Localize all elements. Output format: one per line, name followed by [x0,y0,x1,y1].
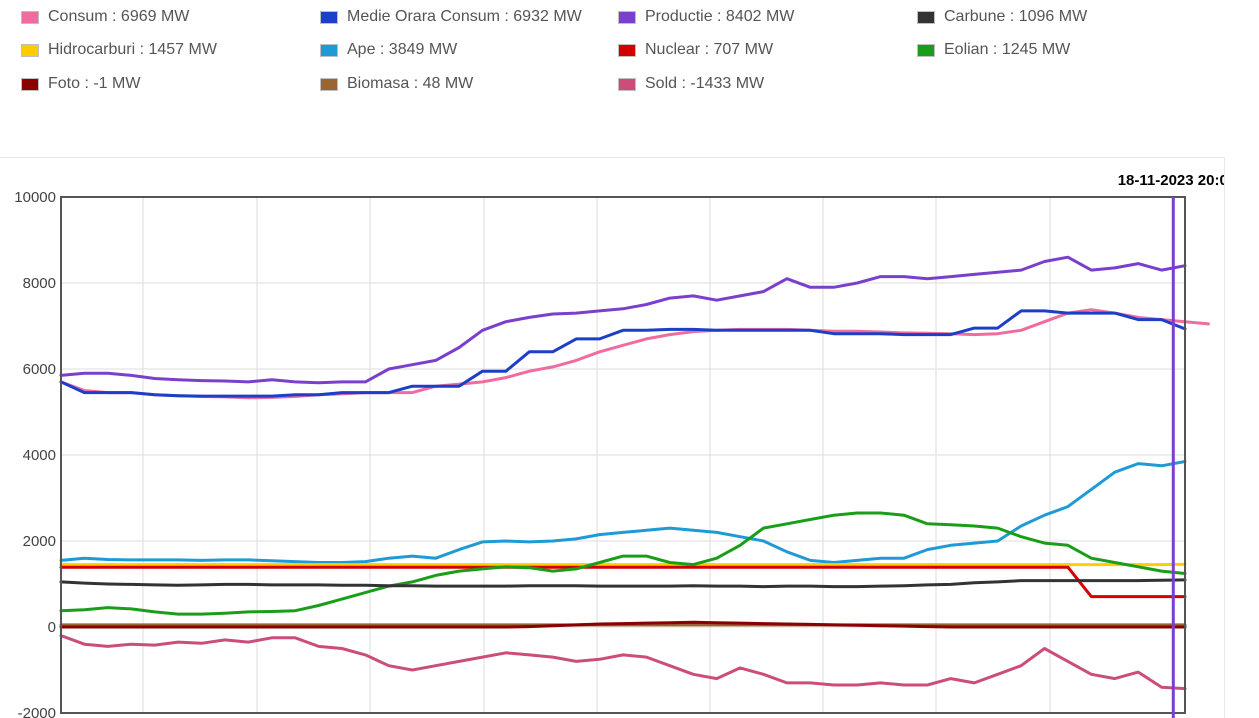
legend-label: Nuclear : 707 MW [645,41,773,59]
legend-item[interactable]: Consum : 6969 MW [0,6,189,28]
series-line-sold [61,636,1185,689]
y-tick-label: 8000 [23,275,56,292]
series-line-consum [61,310,1208,398]
legend-label: Hidrocarburi : 1457 MW [48,41,217,59]
legend-label: Sold : -1433 MW [645,75,764,93]
legend-swatch [21,11,39,24]
y-tick-label: 4000 [23,447,56,464]
legend-label: Foto : -1 MW [48,75,140,93]
legend-swatch [320,44,338,57]
legend-swatch [917,44,935,57]
legend-label: Eolian : 1245 MW [944,41,1070,59]
legend-item[interactable]: Carbune : 1096 MW [896,6,1087,28]
cursor-timestamp: 18-11-2023 20:04:11 [1118,172,1224,189]
y-tick-label: 10000 [14,189,56,206]
series-line-carbune [61,580,1185,587]
legend-item[interactable]: Biomasa : 48 MW [299,73,473,95]
legend-item[interactable]: Productie : 8402 MW [597,6,794,28]
legend-label: Consum : 6969 MW [48,8,189,26]
legend-label: Ape : 3849 MW [347,41,457,59]
legend-swatch [618,44,636,57]
y-tick-label: 2000 [23,533,56,550]
legend-item[interactable]: Hidrocarburi : 1457 MW [0,39,217,61]
legend-item[interactable]: Foto : -1 MW [0,73,140,95]
legend-swatch [618,11,636,24]
y-tick-label: 0 [48,619,56,636]
legend-label: Medie Orara Consum : 6932 MW [347,8,582,26]
legend-label: Biomasa : 48 MW [347,75,473,93]
series-line-medie-orara-consum [61,311,1185,396]
legend-item[interactable]: Ape : 3849 MW [299,39,457,61]
legend-label: Carbune : 1096 MW [944,8,1087,26]
line-chart: 10000 8000 6000 4000 2000 0 -2000 18-11-2023 20… [0,158,1224,718]
chart-panel: 10000 8000 6000 4000 2000 0 -2000 18-11-2023 20… [0,157,1225,718]
legend-swatch [21,44,39,57]
series-line-ape [61,462,1185,563]
legend: Consum : 6969 MW Medie Orara Consum : 693… [0,0,1259,110]
legend-swatch [21,78,39,91]
legend-swatch [320,78,338,91]
legend-item[interactable]: Eolian : 1245 MW [896,39,1070,61]
legend-label: Productie : 8402 MW [645,8,794,26]
legend-item[interactable]: Sold : -1433 MW [597,73,764,95]
legend-swatch [320,11,338,24]
legend-item[interactable]: Medie Orara Consum : 6932 MW [299,6,582,28]
legend-item[interactable]: Nuclear : 707 MW [597,39,773,61]
legend-swatch [618,78,636,91]
y-tick-label: -2000 [18,705,56,718]
series-line-productie [61,257,1185,383]
y-tick-label: 6000 [23,361,56,378]
legend-swatch [917,11,935,24]
